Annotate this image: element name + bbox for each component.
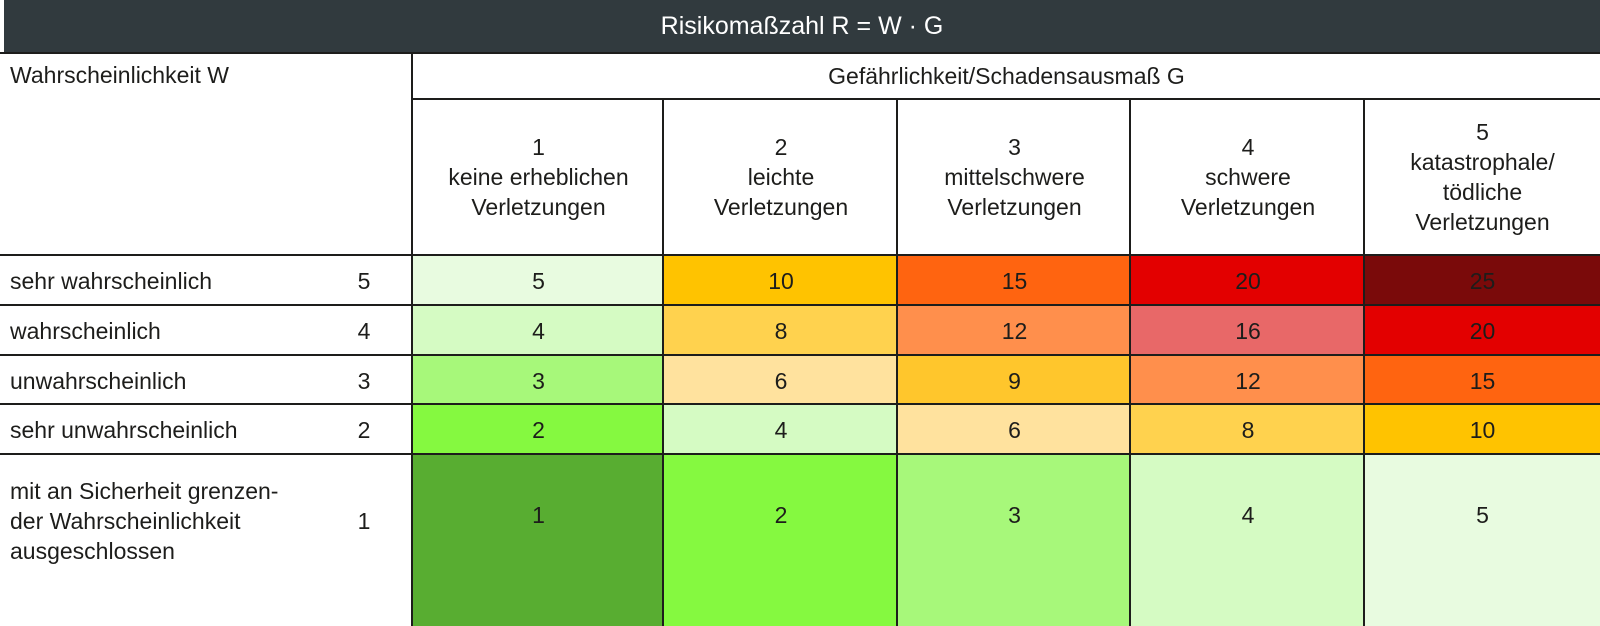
g-column-label: Verletzungen <box>1415 209 1550 235</box>
w-value-3: 3 <box>357 367 371 394</box>
w-row-label-3: unwahrscheinlich <box>10 367 187 394</box>
risk-cell-w4-g3: 12 <box>898 306 1131 356</box>
w-row-label-2: sehr unwahrscheinlich <box>10 417 238 443</box>
g-column-number: 4 <box>1241 134 1255 160</box>
risk-cell-w5-g4: 20 <box>1131 256 1365 306</box>
risk-cell-w3-g2: 6 <box>664 356 898 405</box>
g-column-label: Verletzungen <box>947 194 1082 220</box>
g-column-label: tödliche <box>1442 179 1523 205</box>
grid-line-vertical <box>411 52 413 626</box>
risk-cell-w4-g1: 4 <box>413 306 664 356</box>
g-column-header-3: 3 mittelschwere Verletzungen <box>898 100 1131 254</box>
g-column-number: 1 <box>532 134 545 160</box>
g-column-label: Verletzungen <box>1180 194 1316 220</box>
g-column-header-2: 2 leichte Verletzungen <box>664 100 898 254</box>
grid-line-vertical <box>1363 98 1365 626</box>
w-value-2: 2 <box>357 417 371 443</box>
risk-cell-w1-g1: 1 <box>413 455 664 626</box>
g-column-header-5: 5 katastrophale/tödliche Verletzungen <box>1365 100 1600 254</box>
risk-cell-w3-g3: 9 <box>898 356 1131 405</box>
g-column-label: katastrophale/ <box>1410 149 1555 175</box>
g-column-header-4: 4 schwere Verletzungen <box>1131 100 1365 254</box>
risk-cell-w4-g4: 16 <box>1131 306 1365 356</box>
risk-cell-w5-g5: 25 <box>1365 256 1600 306</box>
risk-cell-w1-g3: 3 <box>898 455 1131 626</box>
risk-cell-w2-g3: 6 <box>898 405 1131 455</box>
risk-cell-w1-g2: 2 <box>664 455 898 626</box>
risk-cell-w2-g1: 2 <box>413 405 664 455</box>
w-row-label-4: wahrscheinlich <box>10 318 161 344</box>
risk-cell-w2-g4: 8 <box>1131 405 1365 455</box>
grid-line-vertical <box>662 98 664 626</box>
risk-cell-w3-g5: 15 <box>1365 356 1600 405</box>
risk-cell-w2-g2: 4 <box>664 405 898 455</box>
grid-line-horizontal <box>0 453 1600 455</box>
g-column-number: 3 <box>1008 134 1021 160</box>
risk-cell-w4-g2: 8 <box>664 306 898 356</box>
g-column-label: Verletzungen <box>713 194 849 220</box>
grid-line-vertical <box>896 98 898 626</box>
g-header: Gefährlichkeit/Schadensausmaß G <box>828 63 1185 89</box>
g-column-label: Verletzungen <box>471 194 606 220</box>
risk-cell-w5-g2: 10 <box>664 256 898 306</box>
risk-cell-w1-g4: 4 <box>1131 455 1365 626</box>
grid-line-horizontal <box>0 304 1600 306</box>
w-row-label-1: mit an Sicherheit grenzen-der Wahrschein… <box>10 477 279 564</box>
grid-line-horizontal <box>0 403 1600 405</box>
w-value-5: 5 <box>357 268 371 294</box>
g-column-number: 5 <box>1476 119 1489 145</box>
risk-cell-w3-g1: 3 <box>413 356 664 405</box>
g-column-header-1: 1 keine erheblichen Verletzungen <box>413 100 664 254</box>
risk-cell-w1-g5: 5 <box>1365 455 1600 626</box>
g-column-label: keine erheblichen <box>448 164 629 190</box>
g-column-label: leichte <box>747 164 815 190</box>
grid-line-horizontal <box>0 254 1600 256</box>
risk-cell-w5-g1: 5 <box>413 256 664 306</box>
risk-cell-w3-g4: 12 <box>1131 356 1365 405</box>
risk-cell-w4-g5: 20 <box>1365 306 1600 356</box>
g-column-label: mittelschwere <box>944 164 1085 190</box>
grid-line-horizontal <box>413 98 1600 100</box>
grid-line-horizontal <box>0 52 1600 54</box>
w-value-1: 1 <box>357 507 371 534</box>
w-value-4: 4 <box>357 318 371 344</box>
grid-line-vertical <box>1129 98 1131 626</box>
w-header: Wahrscheinlichkeit W <box>10 62 229 88</box>
risk-cell-w5-g3: 15 <box>898 256 1131 306</box>
grid-line-horizontal <box>0 354 1600 356</box>
risk-cell-w2-g5: 10 <box>1365 405 1600 455</box>
g-column-number: 2 <box>774 134 788 160</box>
g-column-label: schwere <box>1205 164 1291 190</box>
w-row-label-5: sehr wahrscheinlich <box>10 268 212 294</box>
matrix-title: Risikomaßzahl R = W · G <box>4 0 1600 52</box>
